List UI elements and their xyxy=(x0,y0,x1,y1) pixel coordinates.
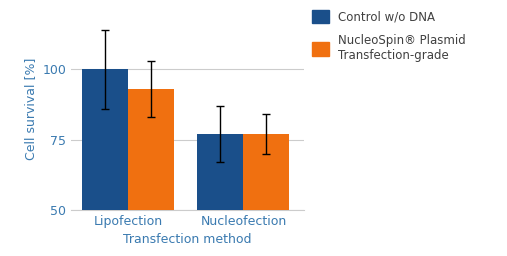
Bar xyxy=(128,89,174,256)
Bar xyxy=(197,134,243,256)
Bar xyxy=(83,69,128,256)
X-axis label: Transfection method: Transfection method xyxy=(123,233,252,246)
Bar xyxy=(243,134,289,256)
Y-axis label: Cell survival [%]: Cell survival [%] xyxy=(24,58,37,160)
Legend: Control w/o DNA, NucleoSpin® Plasmid
Transfection-grade: Control w/o DNA, NucleoSpin® Plasmid Tra… xyxy=(312,9,466,62)
